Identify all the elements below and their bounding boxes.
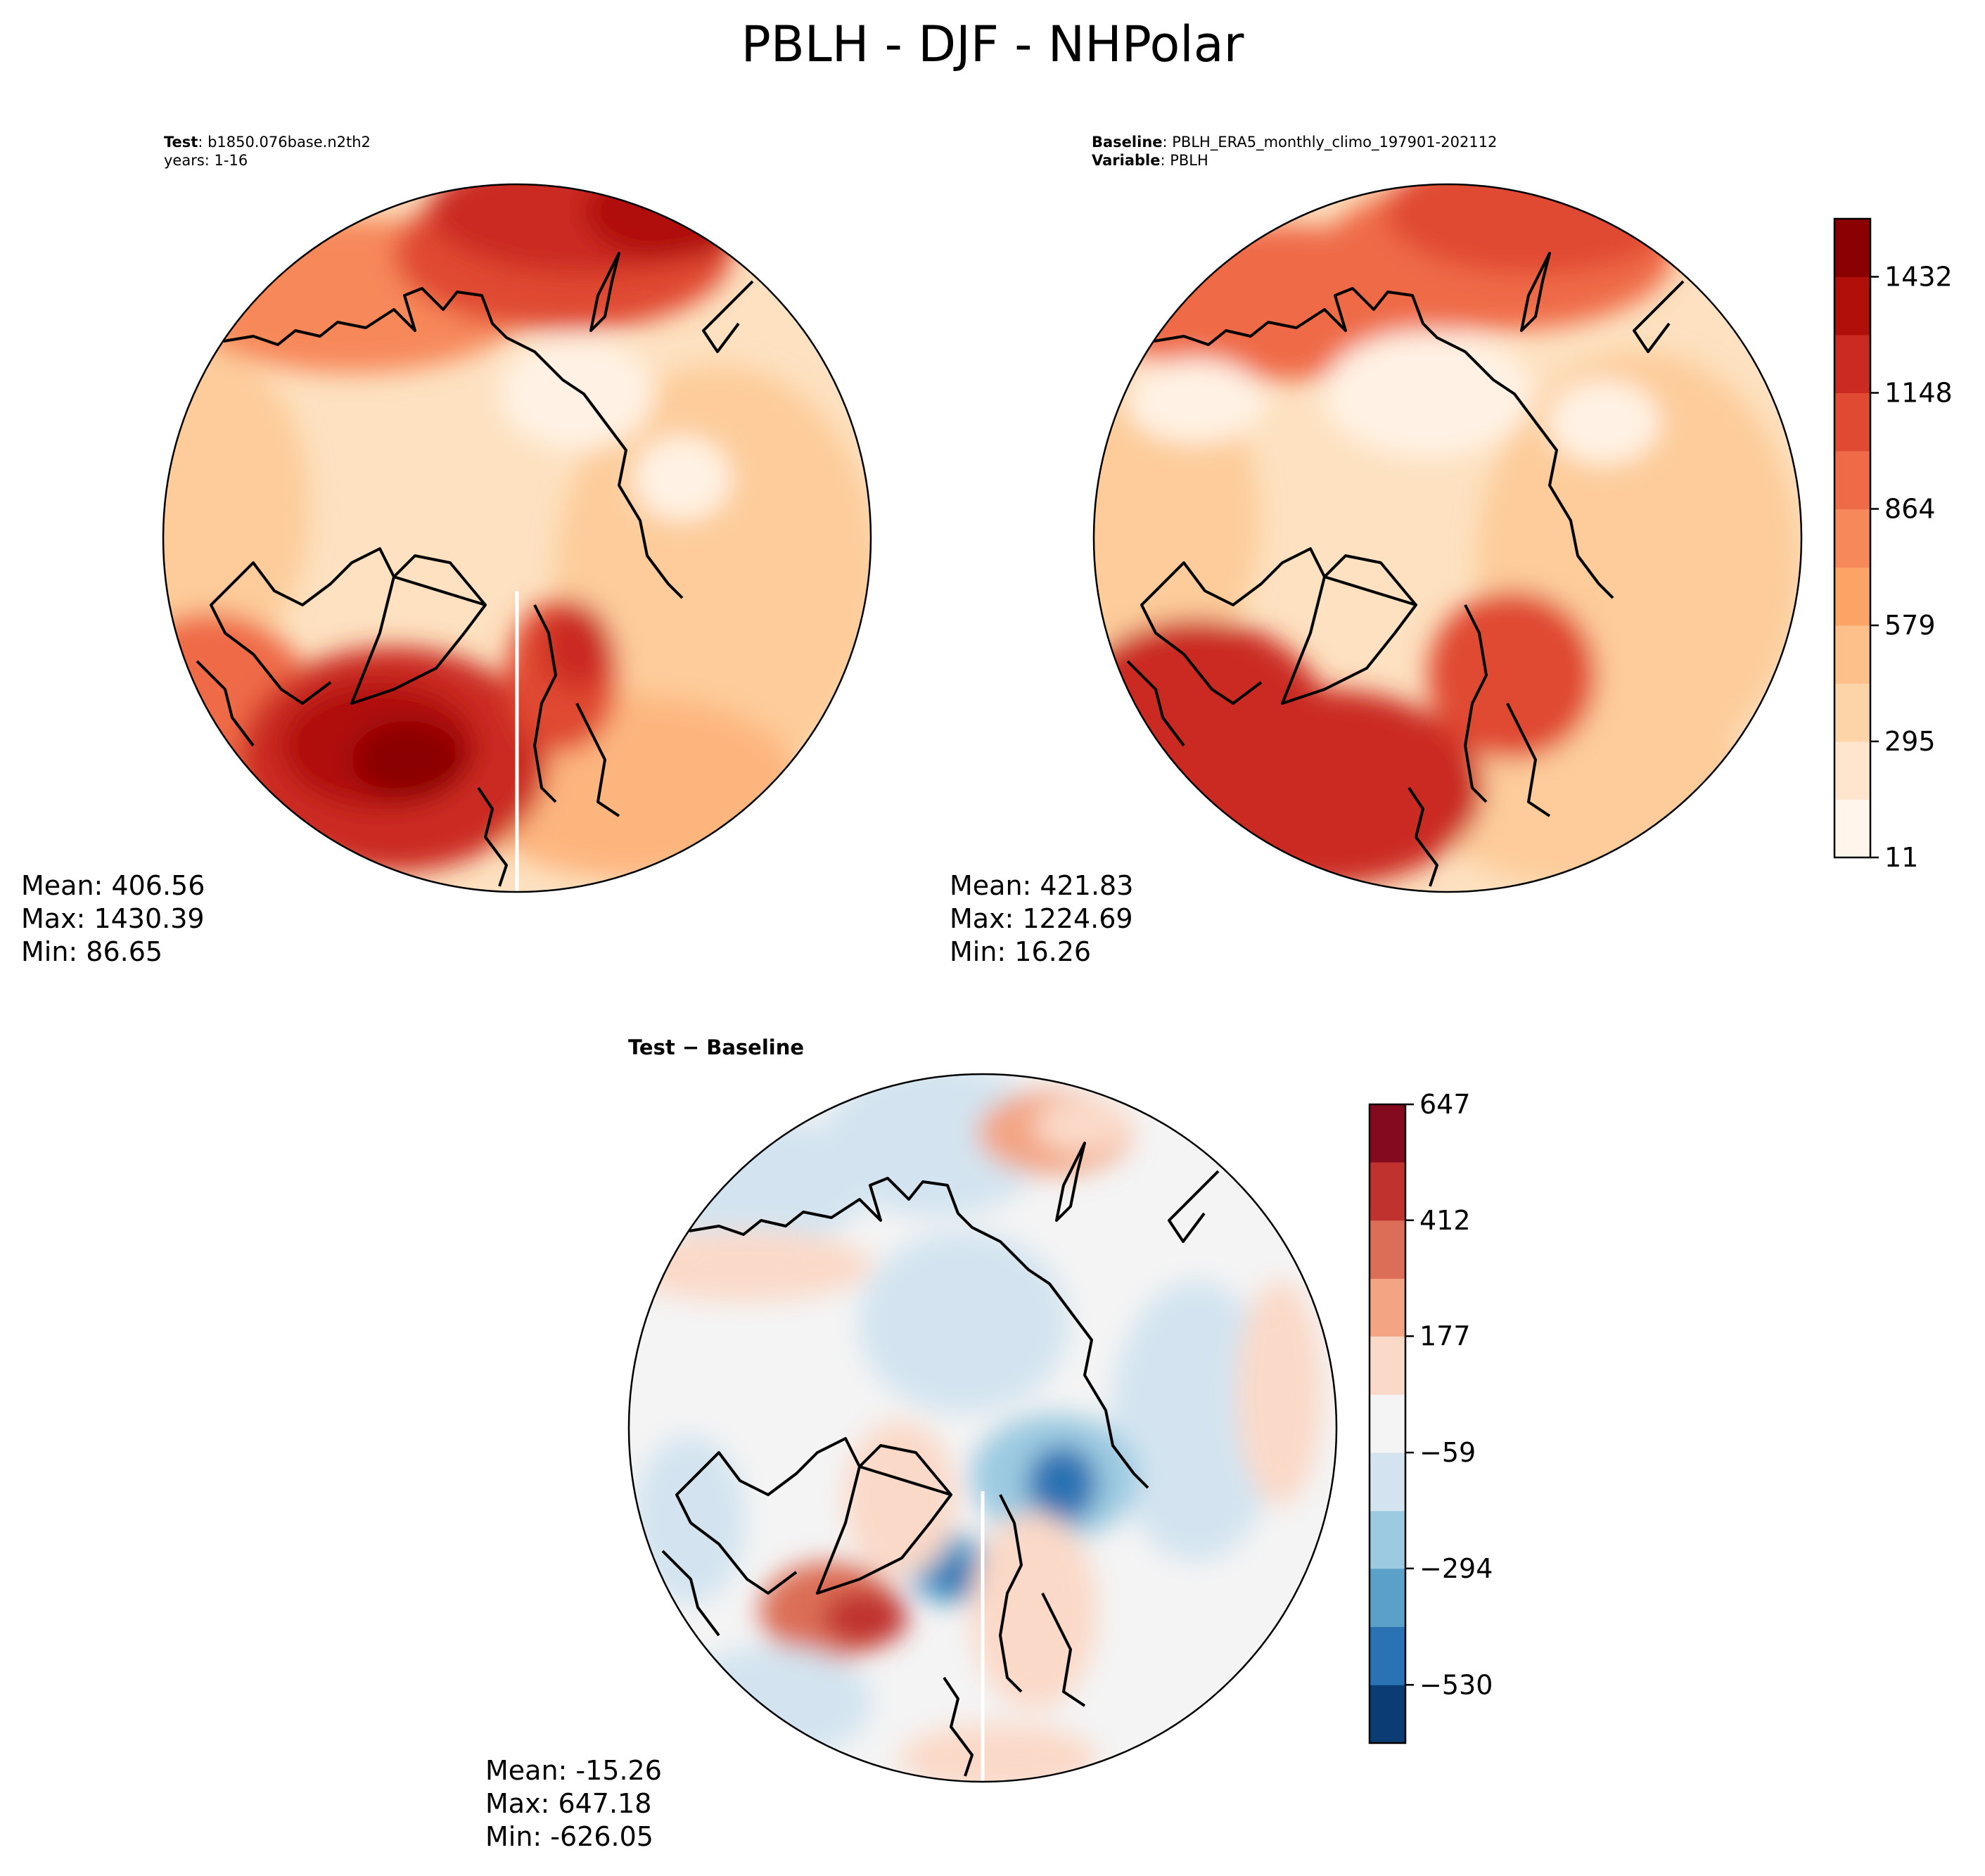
colorbar-pblh-swatch xyxy=(1834,567,1870,626)
colorbar-pblh-swatch xyxy=(1834,393,1870,452)
colorbar-diff-frame xyxy=(1368,1103,1407,1744)
diff-mean: Mean: -15.26 xyxy=(485,1755,662,1786)
baseline-map xyxy=(1094,184,1801,892)
baseline-min: Min: 16.26 xyxy=(950,936,1092,967)
test-max: Max: 1430.39 xyxy=(21,903,205,934)
diff-panel-title: Test − Baseline xyxy=(628,1035,805,1059)
colorbar-diff-swatch xyxy=(1370,1394,1405,1453)
diff-map xyxy=(629,1074,1336,1782)
diff-max: Max: 647.18 xyxy=(485,1788,652,1819)
colorbar-pblh: 11 295 579 864 1148 1432 xyxy=(1833,217,1953,873)
colorbar-diff-swatch xyxy=(1370,1220,1405,1280)
baseline-label-bold: Baseline xyxy=(1092,134,1163,151)
test-map xyxy=(163,184,871,892)
test-label-bold: Test xyxy=(164,134,198,151)
colorbar-diff-tick-label: 177 xyxy=(1419,1321,1471,1352)
colorbar-diff-swatch xyxy=(1370,1104,1405,1163)
colorbar-diff-swatch xyxy=(1370,1685,1405,1744)
baseline-mean: Mean: 421.83 xyxy=(950,870,1134,901)
diff-stats: Mean: -15.26 Max: 647.18 Min: -626.05 xyxy=(485,1754,662,1853)
colorbar-pblh-tick-label: 1148 xyxy=(1884,377,1953,408)
colorbar-diff-swatch xyxy=(1370,1568,1405,1628)
colorbar-diff-swatch xyxy=(1370,1278,1405,1337)
test-min: Min: 86.65 xyxy=(21,936,163,967)
test-panel-label: Test: b1850.076base.n2th2 years: 1-16 xyxy=(164,133,371,170)
test-years: years: 1-16 xyxy=(164,152,248,169)
colorbar-diff-tick-label: −530 xyxy=(1419,1669,1493,1700)
colorbar-pblh-swatch xyxy=(1834,450,1870,509)
colorbar-pblh-tick-label: 579 xyxy=(1884,610,1936,641)
baseline-panel-label: Baseline: PBLH_ERA5_monthly_climo_197901… xyxy=(1092,133,1497,170)
test-label-text: : b1850.076base.n2th2 xyxy=(198,134,371,151)
baseline-max: Max: 1224.69 xyxy=(950,903,1133,934)
colorbar-diff: −530 −294 −59 177 412 647 xyxy=(1368,1089,1493,1744)
test-map-boundary xyxy=(162,183,872,893)
colorbar-pblh-swatch xyxy=(1834,625,1870,684)
colorbar-diff-tick-label: −294 xyxy=(1419,1553,1493,1584)
test-stats: Mean: 406.56 Max: 1430.39 Min: 86.65 xyxy=(21,869,205,969)
colorbar-pblh-swatch xyxy=(1834,334,1870,393)
baseline-variable-bold: Variable xyxy=(1092,152,1161,169)
colorbar-pblh-swatch xyxy=(1834,509,1870,568)
test-mean: Mean: 406.56 xyxy=(21,870,205,901)
colorbar-pblh-frame xyxy=(1833,217,1872,859)
colorbar-pblh-tick-label: 1432 xyxy=(1884,261,1953,292)
colorbar-pblh-tick-label: 864 xyxy=(1884,493,1936,524)
colorbar-pblh-swatch xyxy=(1834,683,1870,742)
colorbar-pblh-tick-label: 11 xyxy=(1884,842,1918,873)
baseline-map-boundary xyxy=(1092,183,1803,893)
colorbar-diff-swatch xyxy=(1370,1162,1405,1221)
colorbar-pblh-swatch xyxy=(1834,799,1870,858)
colorbar-pblh-swatch xyxy=(1834,741,1870,800)
baseline-label-text: : PBLH_ERA5_monthly_climo_197901-202112 xyxy=(1162,134,1498,151)
colorbar-diff-swatch xyxy=(1370,1510,1405,1569)
diff-map-boundary xyxy=(627,1073,1338,1783)
baseline-stats: Mean: 421.83 Max: 1224.69 Min: 16.26 xyxy=(950,869,1133,969)
colorbar-pblh-swatch xyxy=(1834,219,1870,277)
colorbar-diff-swatch xyxy=(1370,1626,1405,1685)
colorbar-diff-tick-label: 647 xyxy=(1419,1089,1471,1120)
baseline-variable-text: : PBLH xyxy=(1160,152,1208,169)
figure-title: PBLH - DJF - NHPolar xyxy=(741,15,1244,73)
colorbar-diff-tick-label: 412 xyxy=(1419,1205,1471,1236)
diff-min: Min: -626.05 xyxy=(485,1821,653,1852)
colorbar-diff-tick-label: −59 xyxy=(1419,1437,1476,1468)
colorbar-pblh-swatch xyxy=(1834,276,1870,336)
colorbar-diff-swatch xyxy=(1370,1336,1405,1395)
colorbar-pblh-tick-label: 295 xyxy=(1884,726,1936,757)
colorbar-diff-swatch xyxy=(1370,1453,1405,1512)
